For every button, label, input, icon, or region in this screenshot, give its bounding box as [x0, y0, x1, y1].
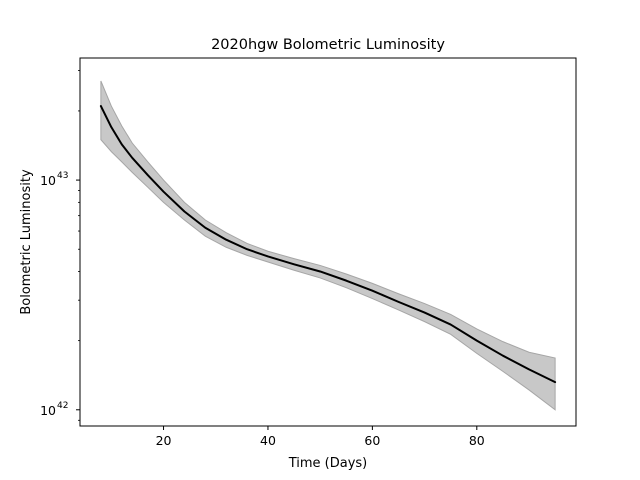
- x-axis-label: Time (Days): [288, 456, 368, 471]
- uncertainty-band: [100, 80, 556, 411]
- x-axis: 20 40 60 80: [156, 426, 485, 448]
- y-tick-label: 10: [40, 403, 56, 418]
- plot-area: [99, 80, 557, 411]
- y-tick-label: 10: [40, 173, 56, 188]
- y-axis-label: Bolometric Luminosity: [19, 169, 34, 315]
- x-tick-label: 20: [156, 433, 172, 448]
- y-tick-exponent: 42: [57, 401, 68, 411]
- x-tick-label: 80: [469, 433, 485, 448]
- chart-title: 2020hgw Bolometric Luminosity: [211, 37, 445, 53]
- axes-frame: [79, 57, 577, 427]
- y-tick-exponent: 43: [57, 171, 68, 181]
- x-tick-label: 60: [364, 433, 380, 448]
- x-tick-label: 40: [260, 433, 276, 448]
- luminosity-line: [99, 105, 557, 384]
